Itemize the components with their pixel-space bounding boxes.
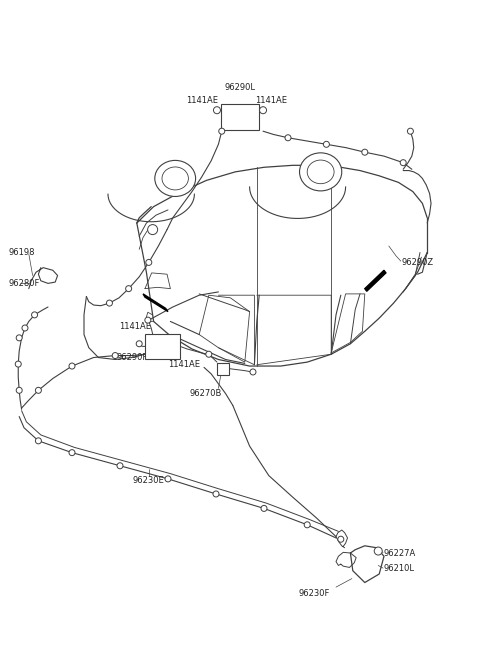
Text: 96227A: 96227A <box>384 548 416 558</box>
Circle shape <box>69 363 75 369</box>
Ellipse shape <box>162 167 188 190</box>
Text: 1141AE: 1141AE <box>168 359 200 369</box>
Circle shape <box>362 149 368 155</box>
Ellipse shape <box>300 153 342 191</box>
Ellipse shape <box>155 160 196 197</box>
Text: 96198: 96198 <box>9 248 35 257</box>
Circle shape <box>304 522 310 528</box>
Circle shape <box>260 107 266 113</box>
Circle shape <box>206 351 212 358</box>
Bar <box>217 363 229 375</box>
Text: 96230E: 96230E <box>133 476 165 485</box>
Circle shape <box>36 387 41 394</box>
Text: 96210L: 96210L <box>384 564 415 573</box>
Text: 1141AE: 1141AE <box>119 322 151 331</box>
Text: 1141AE: 1141AE <box>187 96 218 105</box>
Circle shape <box>117 462 123 469</box>
Bar <box>221 104 259 130</box>
Polygon shape <box>143 294 168 312</box>
Circle shape <box>22 325 28 331</box>
Circle shape <box>148 224 157 235</box>
Text: 1141AE: 1141AE <box>255 96 287 105</box>
Text: 96290L: 96290L <box>225 83 255 92</box>
Circle shape <box>213 491 219 497</box>
Circle shape <box>285 134 291 141</box>
Circle shape <box>112 352 118 359</box>
Text: 96290Z: 96290Z <box>401 258 433 267</box>
Circle shape <box>250 369 256 375</box>
Circle shape <box>261 505 267 512</box>
Circle shape <box>374 547 382 555</box>
Circle shape <box>165 476 171 482</box>
Circle shape <box>324 141 329 148</box>
Circle shape <box>214 107 220 113</box>
Polygon shape <box>365 270 386 291</box>
Circle shape <box>36 438 41 444</box>
Circle shape <box>32 312 37 318</box>
Circle shape <box>338 536 344 543</box>
Circle shape <box>16 387 22 394</box>
Text: 96230F: 96230F <box>299 589 330 598</box>
Circle shape <box>146 259 152 266</box>
Circle shape <box>15 361 21 367</box>
Circle shape <box>136 340 142 347</box>
Ellipse shape <box>307 160 334 184</box>
Text: 96280F: 96280F <box>9 279 40 288</box>
Text: 96270B: 96270B <box>189 389 222 398</box>
Circle shape <box>107 300 112 306</box>
Circle shape <box>126 285 132 292</box>
Circle shape <box>219 128 225 134</box>
Circle shape <box>145 317 151 323</box>
Circle shape <box>16 335 22 341</box>
Text: 96290R: 96290R <box>116 353 148 362</box>
Circle shape <box>408 128 413 134</box>
Circle shape <box>69 449 75 456</box>
Bar <box>145 334 180 359</box>
Circle shape <box>400 159 406 166</box>
